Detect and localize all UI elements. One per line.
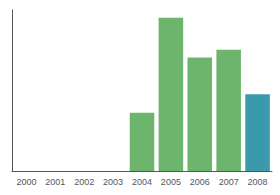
- svg-text:2005: 2005: [161, 177, 181, 187]
- svg-text:2002: 2002: [74, 177, 94, 187]
- svg-text:2006: 2006: [190, 177, 210, 187]
- svg-text:2004: 2004: [132, 177, 152, 187]
- svg-text:2008: 2008: [248, 177, 268, 187]
- svg-text:2003: 2003: [103, 177, 123, 187]
- svg-text:2001: 2001: [45, 177, 65, 187]
- svg-text:2000: 2000: [16, 177, 36, 187]
- svg-text:2007: 2007: [219, 177, 239, 187]
